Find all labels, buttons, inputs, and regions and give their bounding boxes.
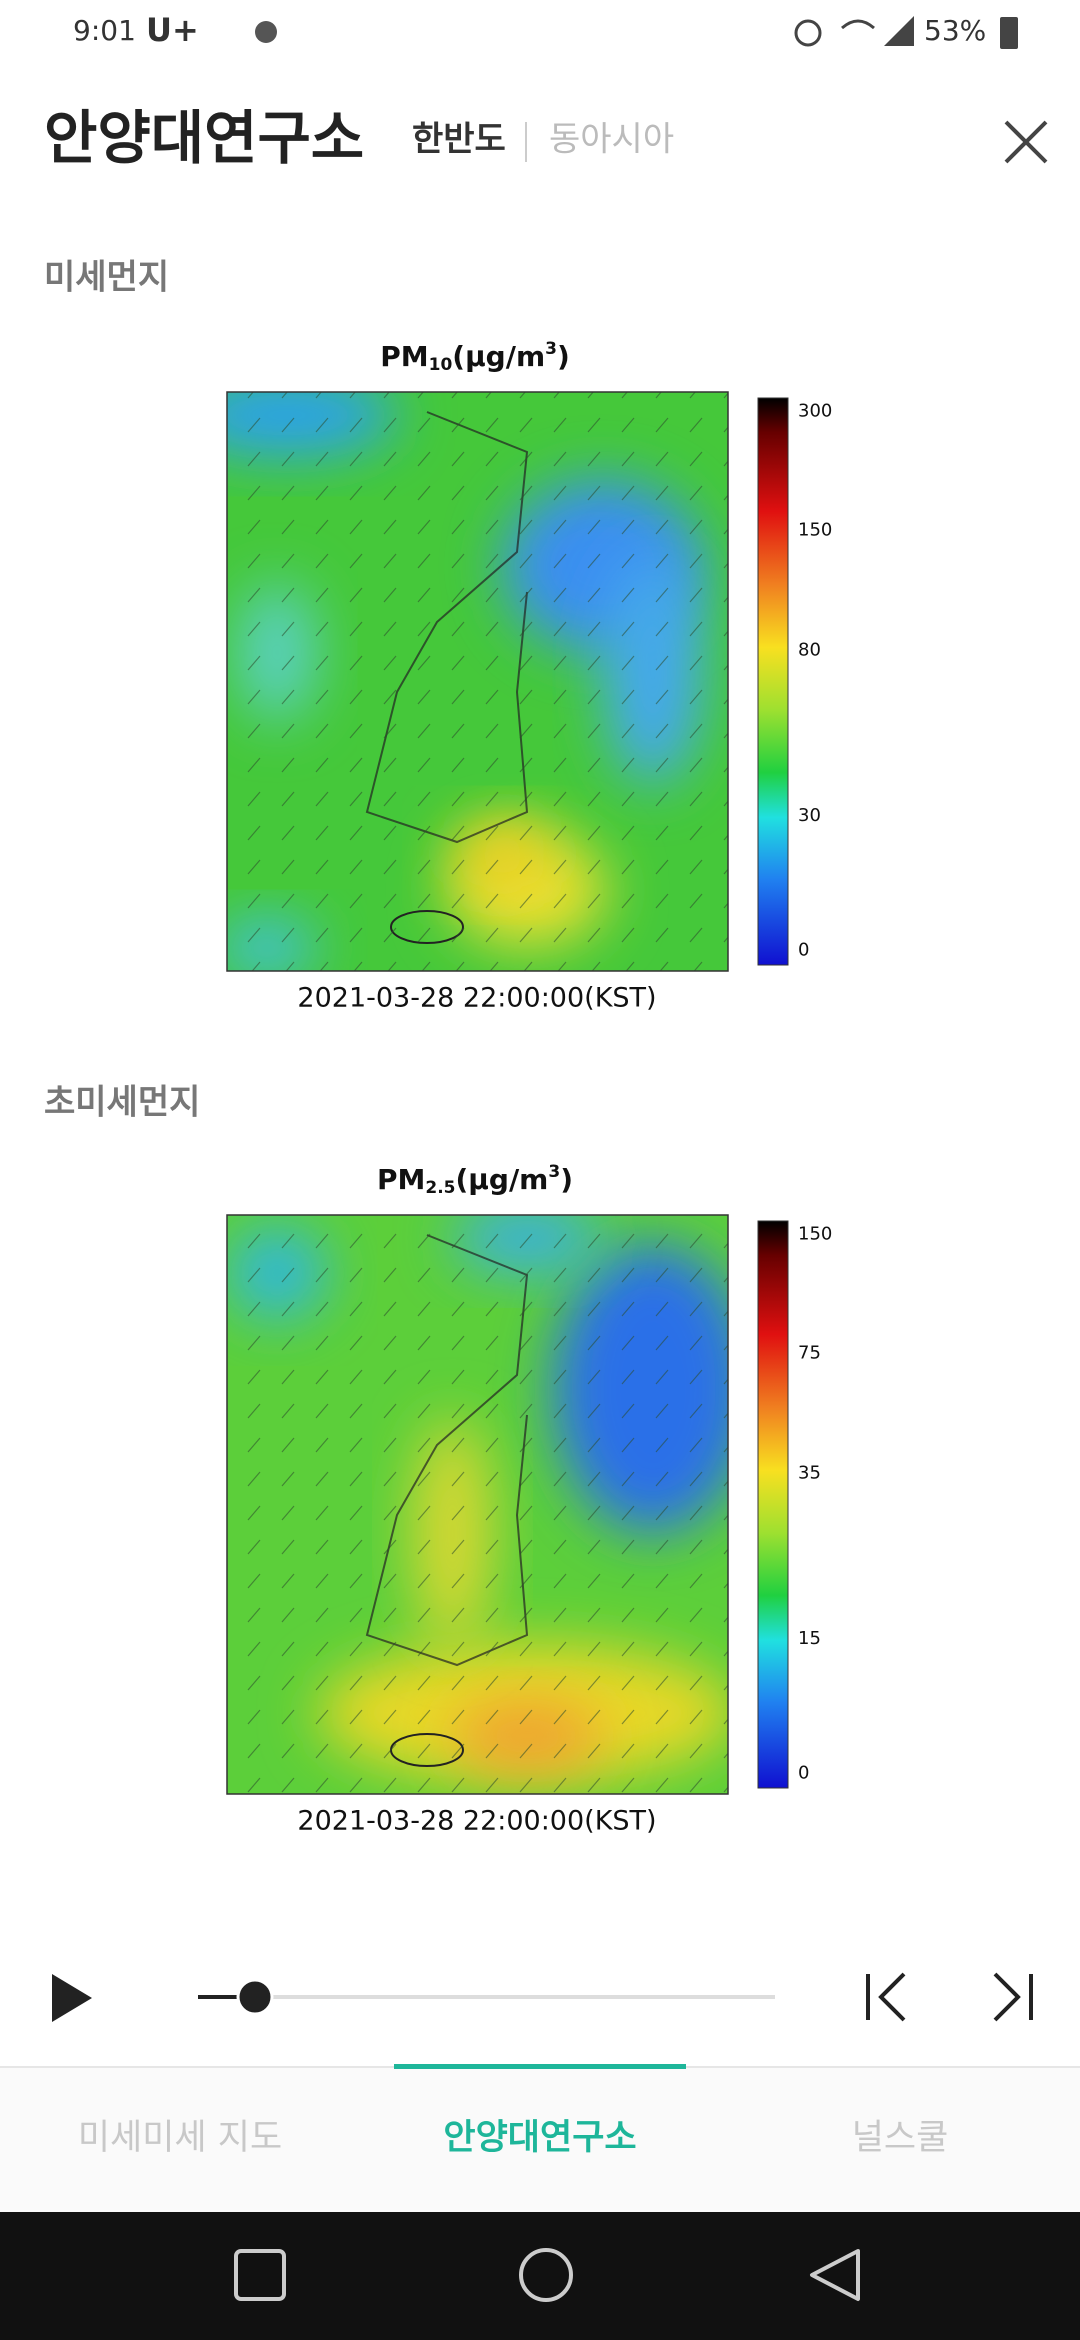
play-button[interactable] bbox=[52, 1974, 92, 2022]
nav-indicator bbox=[394, 2064, 686, 2069]
cloud-icon bbox=[255, 21, 277, 43]
map-title: PM2.5(μg/m3) bbox=[377, 1162, 573, 1198]
title-unit-end: ) bbox=[557, 340, 570, 373]
section-heading: 초미세먼지 bbox=[44, 1083, 200, 1123]
colorbar-label: 75 bbox=[798, 1343, 821, 1364]
title-unit: (μg/m bbox=[452, 340, 545, 373]
battery-icon bbox=[1000, 17, 1018, 49]
slider-knob[interactable] bbox=[236, 1978, 274, 2016]
map-timestamp: 2021-03-28 22:00:00(KST) bbox=[297, 1806, 656, 1837]
nav-item[interactable]: 미세미세 지도 bbox=[78, 2118, 282, 2158]
title: PM bbox=[377, 1163, 425, 1196]
colorbar-label: 150 bbox=[798, 520, 832, 541]
region-tab[interactable]: 한반도 bbox=[412, 120, 506, 160]
colorbar-label: 300 bbox=[798, 401, 832, 422]
map-title: PM10(μg/m3) bbox=[380, 339, 570, 375]
colorbar-label: 30 bbox=[798, 805, 821, 826]
colorbar-label: 35 bbox=[798, 1462, 821, 1483]
map-image bbox=[227, 1215, 728, 1794]
section-heading: 미세먼지 bbox=[44, 258, 169, 298]
colorbar-label: 0 bbox=[798, 939, 809, 960]
recents-button[interactable] bbox=[234, 2249, 286, 2301]
map-frame bbox=[226, 1214, 729, 1795]
title-subscript: 2.5 bbox=[425, 1178, 455, 1198]
back-button[interactable] bbox=[810, 2249, 860, 2301]
system-nav bbox=[0, 2212, 1080, 2340]
battery-text: 53% bbox=[924, 14, 986, 47]
map-timestamp: 2021-03-28 22:00:00(KST) bbox=[297, 983, 656, 1014]
status-time: 9:01 bbox=[73, 14, 136, 47]
title-superscript: 3 bbox=[548, 1162, 560, 1182]
last-button[interactable] bbox=[993, 1972, 1033, 2022]
alarm-icon bbox=[794, 19, 822, 47]
map-frame bbox=[226, 391, 729, 972]
close-button[interactable] bbox=[1004, 120, 1048, 164]
title-unit: (μg/m bbox=[456, 1163, 549, 1196]
title-unit-end: ) bbox=[560, 1163, 573, 1196]
colorbar-label: 15 bbox=[798, 1628, 821, 1649]
colorbar bbox=[757, 1220, 789, 1789]
colorbar-label: 80 bbox=[798, 639, 821, 660]
first-button[interactable] bbox=[866, 1972, 906, 2022]
nav-item[interactable]: 널스쿨 bbox=[852, 2118, 949, 2158]
title: PM bbox=[380, 340, 428, 373]
header-title: 안양대연구소 bbox=[44, 104, 364, 172]
nav-item[interactable]: 안양대연구소 bbox=[443, 2118, 636, 2158]
status-bar: 9:01 U+ 53% bbox=[73, 11, 1018, 49]
signal-icon bbox=[884, 16, 914, 46]
bottom-nav bbox=[0, 2067, 1080, 2212]
wind-vectors bbox=[227, 392, 728, 971]
colorbar bbox=[757, 397, 789, 966]
wind-vectors bbox=[227, 1215, 728, 1794]
colorbar-label: 0 bbox=[798, 1762, 809, 1783]
home-button[interactable] bbox=[519, 2248, 573, 2302]
wifi-icon bbox=[841, 19, 875, 30]
map-image bbox=[227, 392, 728, 971]
title-subscript: 10 bbox=[429, 355, 453, 375]
colorbar-label: 150 bbox=[798, 1224, 832, 1245]
title-superscript: 3 bbox=[545, 339, 557, 359]
carrier: U+ bbox=[146, 11, 199, 49]
player bbox=[52, 1972, 1033, 2022]
region-tab[interactable]: 동아시아 bbox=[549, 120, 674, 160]
